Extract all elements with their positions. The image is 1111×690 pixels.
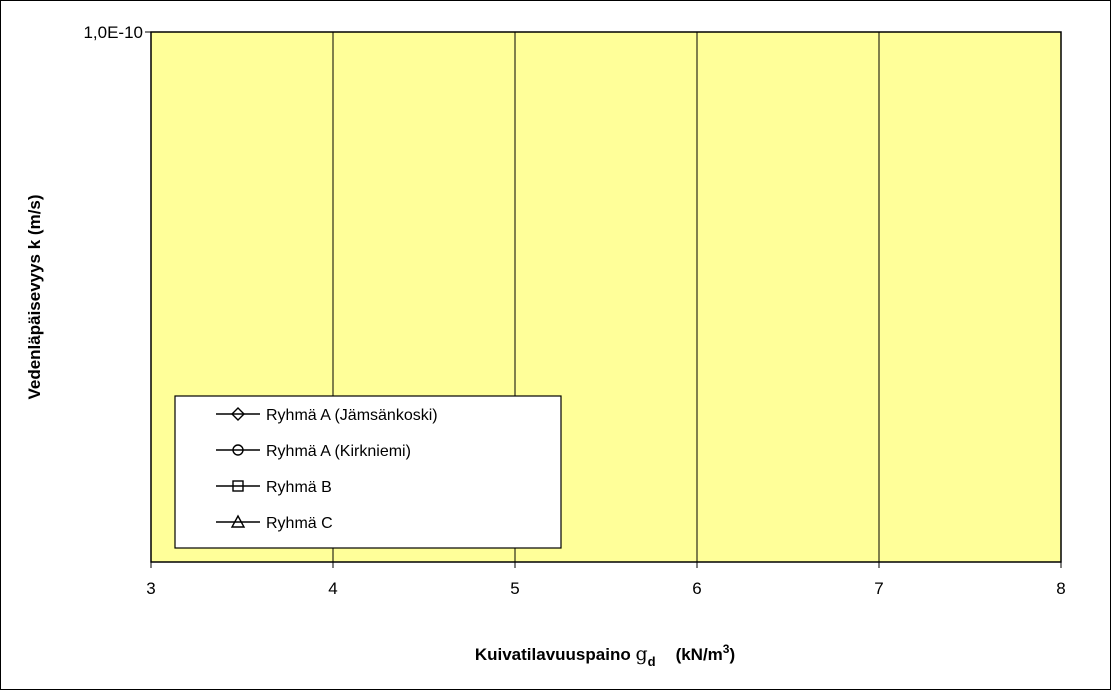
x-tick-label: 6 xyxy=(692,579,701,598)
legend-entry: Ryhmä A (Kirkniemi) xyxy=(216,443,411,460)
x-axis-title-main: Kuivatilavuuspaino xyxy=(475,645,636,664)
legend: Ryhmä A (Jämsänkoski) Ryhmä A (Kirkniemi)… xyxy=(174,395,562,549)
grid xyxy=(145,31,1062,568)
data-point xyxy=(232,444,244,456)
data-point xyxy=(232,480,244,492)
x-tick-label: 3 xyxy=(146,579,155,598)
x-axis-title-unit: (kN/m xyxy=(676,645,723,664)
legend-entry: Ryhmä C xyxy=(216,514,333,532)
x-tick-label: 4 xyxy=(328,579,337,598)
legend-label: Ryhmä A (Kirkniemi) xyxy=(266,443,411,460)
data-point xyxy=(231,407,245,421)
legend-entry: Ryhmä A (Jämsänkoski) xyxy=(216,407,438,424)
x-axis-title-symbol: g xyxy=(635,643,647,665)
x-axis-title-superscript: 3 xyxy=(723,642,730,656)
legend-label: Ryhmä B xyxy=(266,479,332,496)
x-tick-label: 8 xyxy=(1056,579,1065,598)
x-axis-title: Kuivatilavuuspaino gd (kN/m3) xyxy=(475,642,735,669)
x-tick-label: 7 xyxy=(874,579,883,598)
x-tick-label: 5 xyxy=(510,579,519,598)
legend-label: Ryhmä A (Jämsänkoski) xyxy=(266,407,438,424)
x-axis-title-subscript: d xyxy=(648,654,656,669)
data-point xyxy=(230,514,246,528)
y-axis-title: Vedenläpäisevyys k (m/s) xyxy=(25,194,44,399)
legend-entry: Ryhmä B xyxy=(216,479,332,496)
y-tick-label: 1,0E-10 xyxy=(83,23,143,42)
x-axis-title-close: ) xyxy=(729,645,735,664)
legend-label: Ryhmä C xyxy=(266,515,333,532)
